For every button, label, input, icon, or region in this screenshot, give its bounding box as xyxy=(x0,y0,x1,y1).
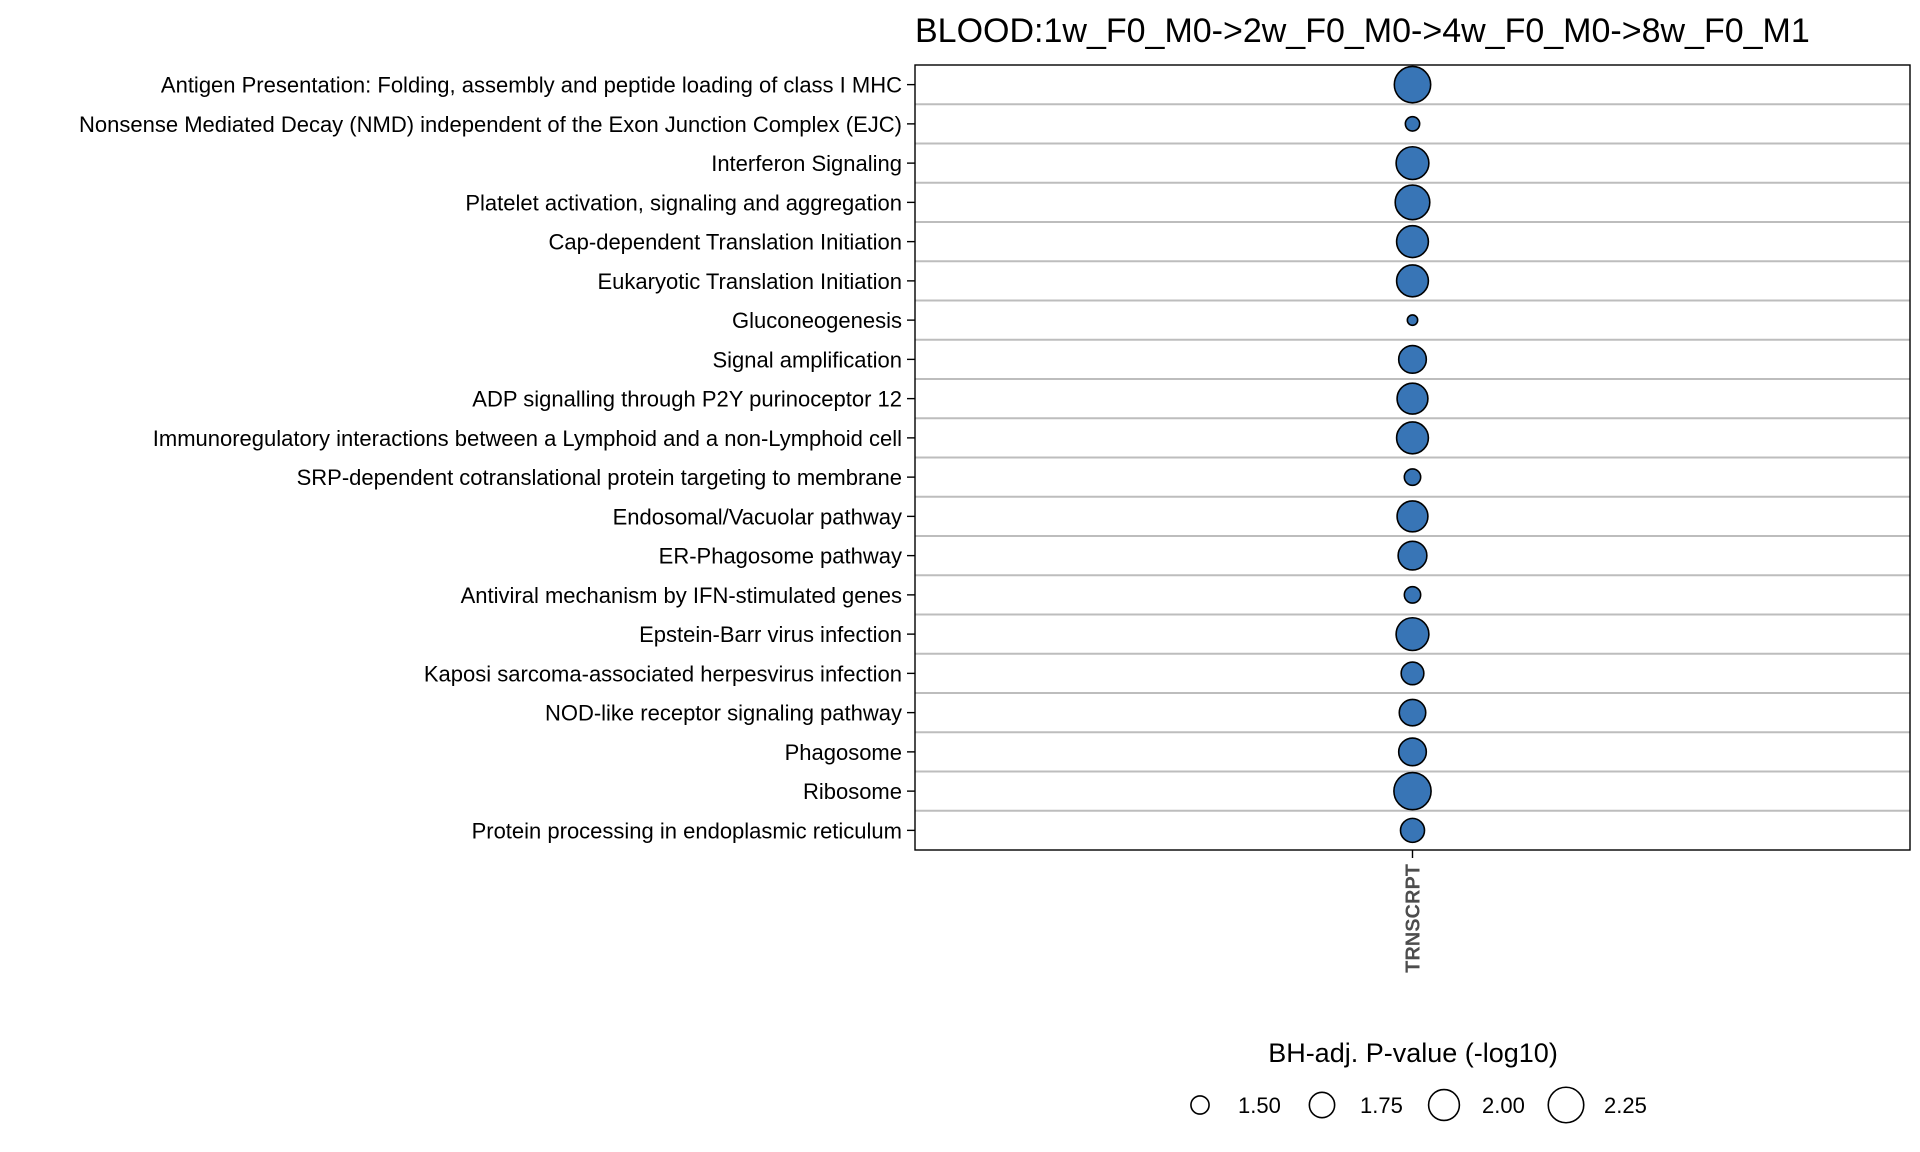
data-point xyxy=(1404,115,1421,132)
legend-key xyxy=(1190,1095,1210,1115)
y-tick-label: SRP-dependent cotranslational protein ta… xyxy=(297,465,902,490)
y-tick-label: ADP signalling through P2Y purinoceptor … xyxy=(472,387,902,412)
legend-label: 2.25 xyxy=(1604,1093,1647,1118)
y-tick-label: Protein processing in endoplasmic reticu… xyxy=(472,818,902,843)
y-tick-label: Signal amplification xyxy=(712,347,902,372)
data-points xyxy=(1393,65,1432,844)
data-point xyxy=(1395,616,1430,652)
size-legend: 1.50 1.75 2.00 2.25 xyxy=(1190,1086,1647,1124)
data-point xyxy=(1395,145,1430,181)
data-point xyxy=(1395,264,1430,298)
legend-label: 2.00 xyxy=(1482,1093,1525,1118)
legend-key xyxy=(1547,1086,1585,1124)
grid-lines xyxy=(915,103,1910,812)
data-point xyxy=(1397,344,1428,374)
chart-title: BLOOD:1w_F0_M0->2w_F0_M0->4w_F0_M0->8w_F… xyxy=(915,12,1810,50)
legend-key xyxy=(1308,1091,1336,1119)
legend-label: 1.75 xyxy=(1360,1093,1403,1118)
data-point xyxy=(1397,540,1428,571)
y-tick-label: ER-Phagosome pathway xyxy=(659,544,902,569)
y-tick-label: Platelet activation, signaling and aggre… xyxy=(465,190,902,215)
data-point xyxy=(1397,737,1428,767)
data-point xyxy=(1400,661,1425,686)
legend-label: 1.50 xyxy=(1238,1093,1281,1118)
y-tick-label: Nonsense Mediated Decay (NMD) independen… xyxy=(79,112,902,137)
y-tick-label: Antigen Presentation: Folding, assembly … xyxy=(161,73,902,98)
data-point xyxy=(1393,771,1432,811)
x-axis-labels: TRNSCRPT xyxy=(1403,850,1425,973)
data-point xyxy=(1403,585,1422,604)
y-tick-label: Immunoregulatory interactions between a … xyxy=(153,426,902,451)
data-point xyxy=(1403,468,1422,487)
y-tick-label: Kaposi sarcoma-associated herpesvirus in… xyxy=(424,661,902,686)
data-point xyxy=(1398,698,1427,727)
y-tick-label: Endosomal/Vacuolar pathway xyxy=(613,504,902,529)
y-tick-label: Eukaryotic Translation Initiation xyxy=(598,269,903,294)
y-tick-label: Ribosome xyxy=(803,779,902,804)
y-tick-label: Epstein-Barr virus infection xyxy=(639,622,902,647)
y-tick-label: Interferon Signaling xyxy=(711,151,902,176)
data-point xyxy=(1396,500,1429,533)
data-point xyxy=(1396,382,1429,415)
legend-title: BH-adj. P-value (-log10) xyxy=(1268,1038,1558,1068)
y-tick-label: Phagosome xyxy=(785,740,902,765)
y-tick-label: Antiviral mechanism by IFN-stimulated ge… xyxy=(461,583,902,608)
y-axis-labels: Antigen Presentation: Folding, assembly … xyxy=(79,73,915,843)
y-tick-label: Gluconeogenesis xyxy=(732,308,902,333)
data-point xyxy=(1395,224,1430,259)
y-tick-label: NOD-like receptor signaling pathway xyxy=(545,701,902,726)
data-point xyxy=(1399,817,1426,844)
data-point xyxy=(1395,421,1430,455)
data-point xyxy=(1406,314,1419,327)
data-point xyxy=(1394,184,1431,221)
y-tick-label: Cap-dependent Translation Initiation xyxy=(549,230,902,255)
data-point xyxy=(1393,65,1432,104)
legend-key xyxy=(1427,1088,1461,1122)
x-tick-label: TRNSCRPT xyxy=(1403,864,1425,973)
